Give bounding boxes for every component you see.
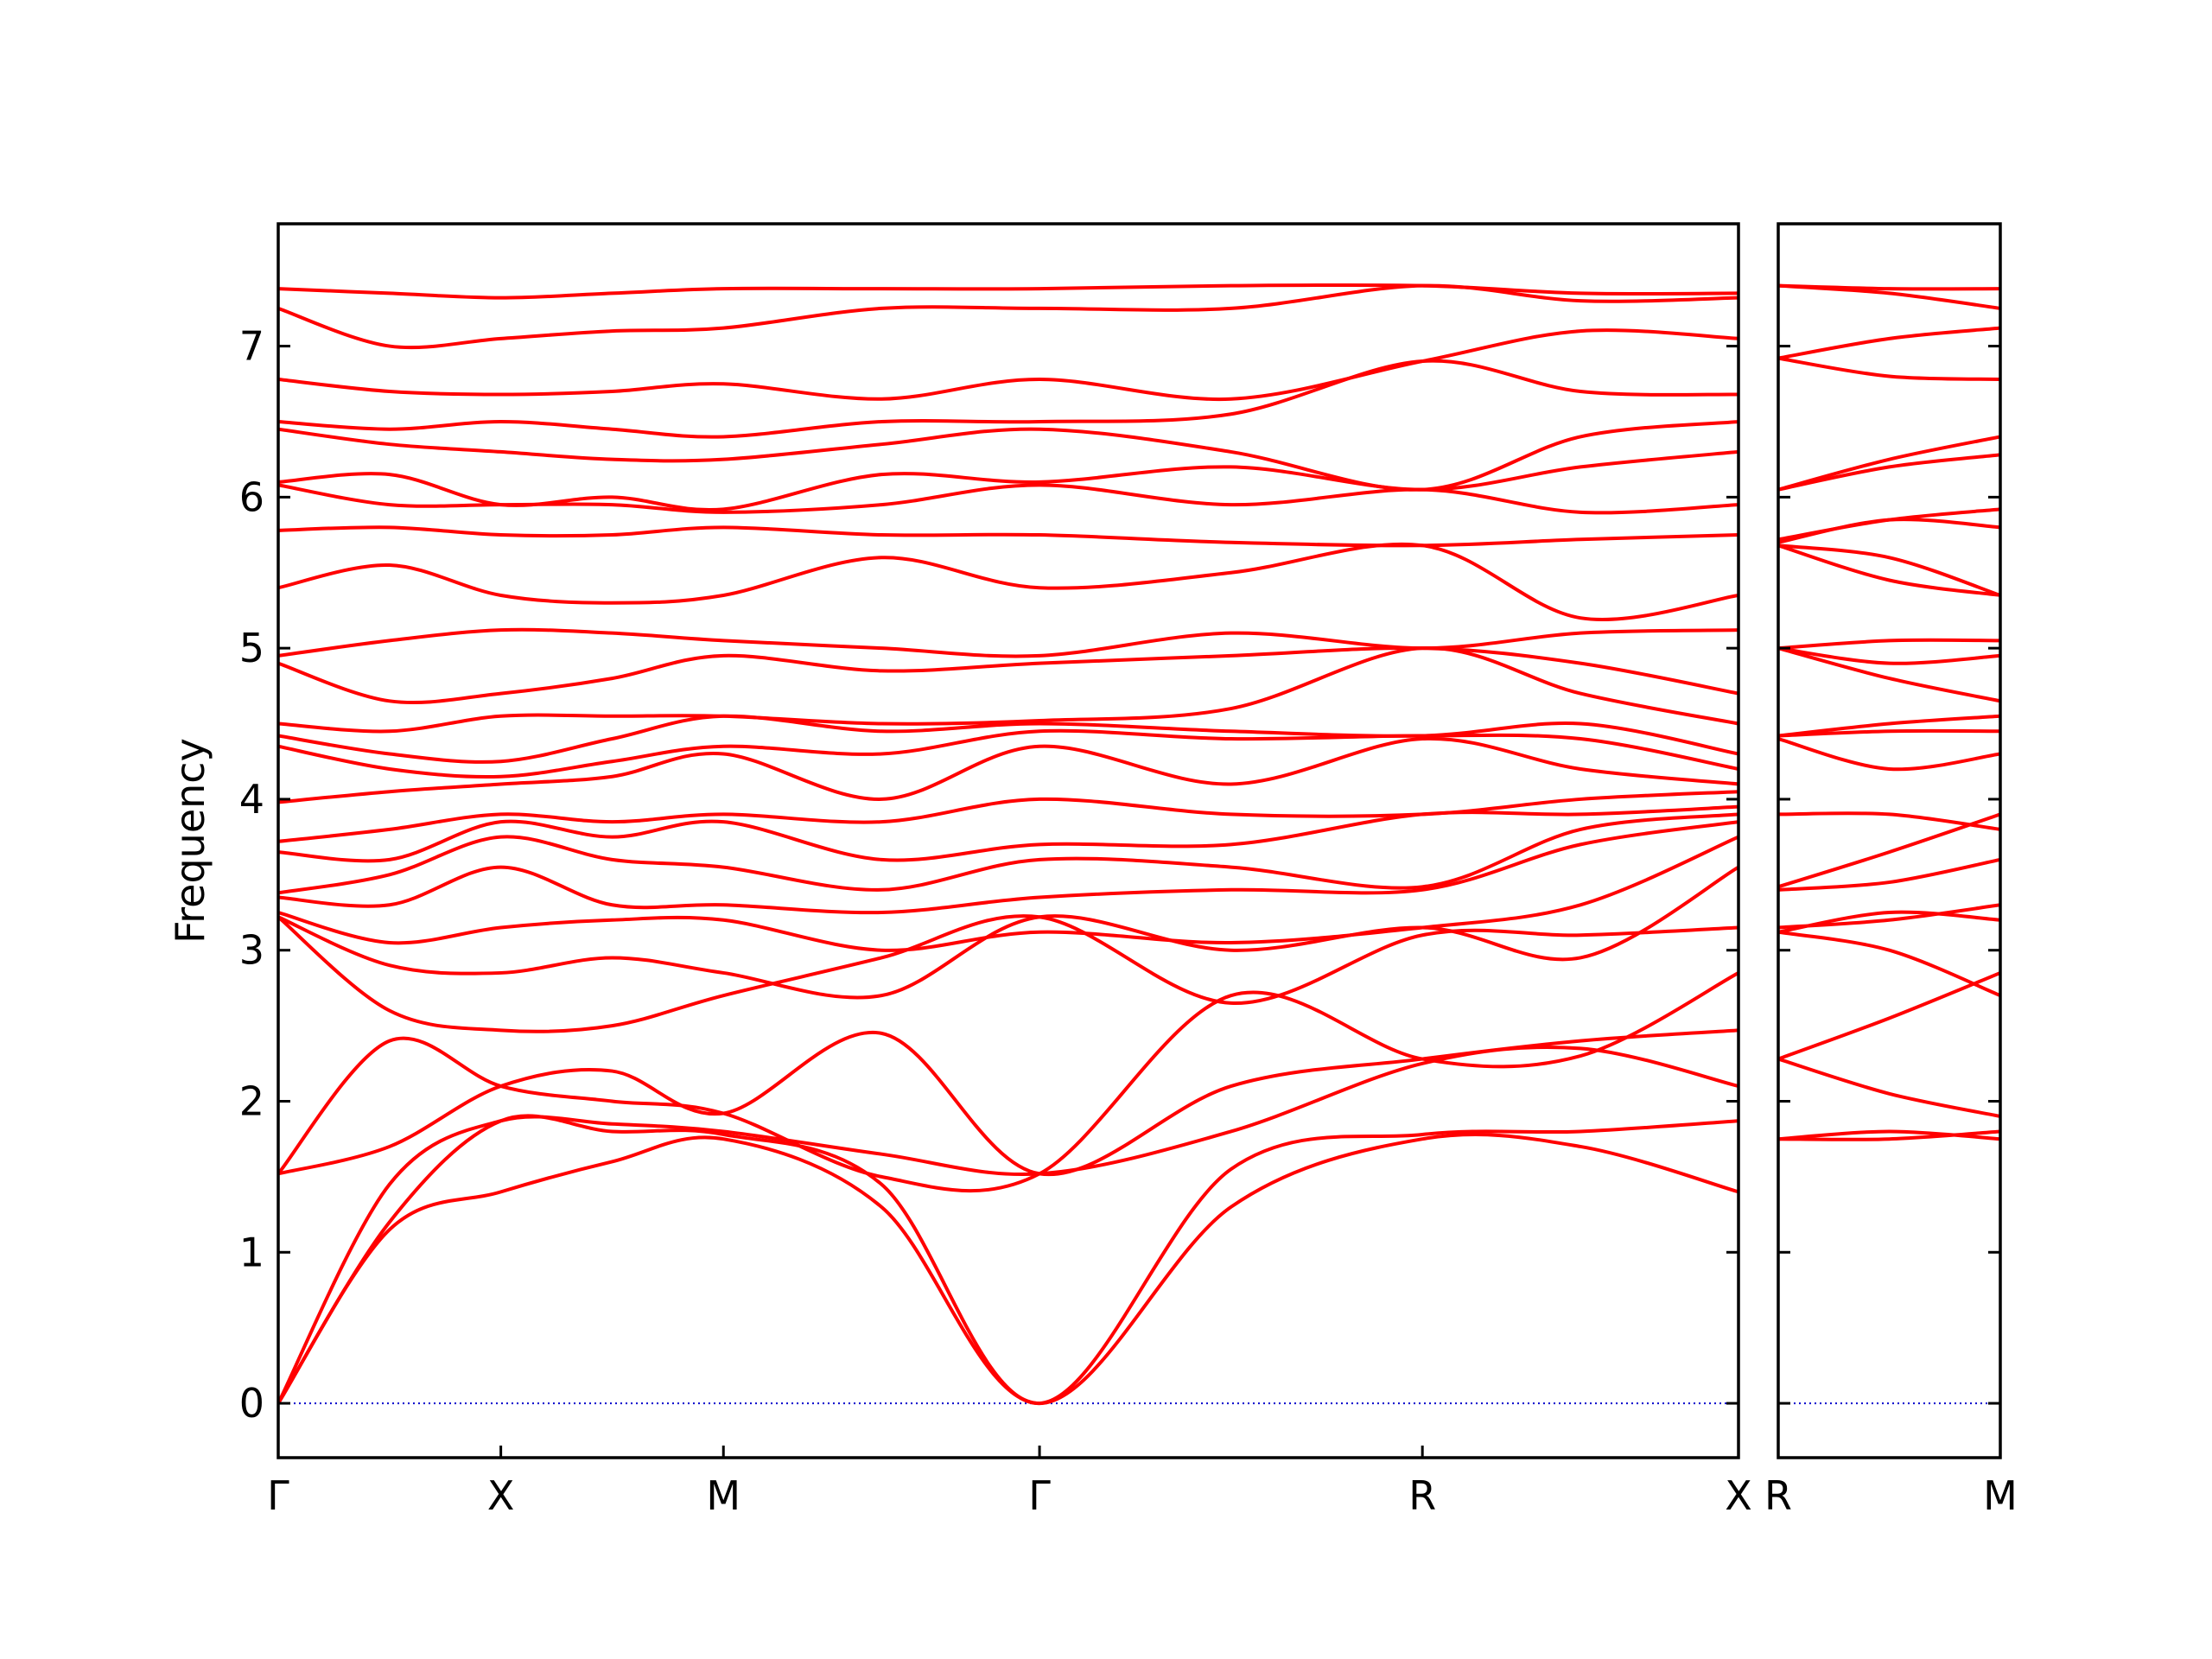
- band-line: [278, 804, 1738, 863]
- band-line: [278, 790, 1738, 843]
- band-line: [278, 1114, 1738, 1406]
- band-line: [278, 812, 1738, 895]
- band-line: [1778, 283, 2000, 291]
- band-line: [1778, 646, 2000, 703]
- band-line: [278, 820, 1738, 915]
- band-line: [1778, 326, 2000, 360]
- band-line: [1778, 543, 2000, 597]
- band-line: [278, 646, 1738, 734]
- band-line: [278, 525, 1738, 548]
- band-line: [1778, 811, 2000, 831]
- x-tick-label: X: [487, 1472, 515, 1519]
- x-tick-label: R: [1764, 1472, 1792, 1519]
- band-line: [278, 359, 1738, 439]
- y-tick-label: 7: [239, 323, 264, 370]
- band-line: [1778, 728, 2000, 738]
- band-line: [278, 971, 1738, 1193]
- band-line: [278, 736, 1738, 804]
- x-tick-label: M: [706, 1472, 741, 1519]
- y-tick-label: 0: [239, 1380, 264, 1427]
- band-line: [1778, 737, 2000, 772]
- band-line: [1778, 971, 2000, 1061]
- band-line: [1778, 1129, 2000, 1141]
- band-line: [278, 714, 1738, 764]
- band-line: [1778, 356, 2000, 382]
- band-line: [278, 328, 1738, 402]
- band-line: [1778, 812, 2000, 889]
- band-line: [278, 914, 1738, 1033]
- band-line: [1778, 435, 2000, 492]
- band-line: [1778, 1057, 2000, 1118]
- y-tick-label: 2: [239, 1078, 264, 1125]
- band-line: [1778, 543, 2000, 597]
- y-axis-label: Frequency: [167, 738, 213, 944]
- band-line: [278, 627, 1738, 658]
- y-tick-label: 6: [239, 474, 264, 520]
- band-line: [278, 283, 1738, 300]
- band-line: [1778, 507, 2000, 542]
- band-line: [1778, 638, 2000, 651]
- band-line: [1778, 857, 2000, 892]
- band-line: [278, 449, 1738, 512]
- x-tick-label: Γ: [1028, 1472, 1051, 1519]
- y-tick-label: 4: [239, 776, 264, 823]
- plot-area: [1778, 283, 2000, 1405]
- plot-area: [278, 283, 1738, 1406]
- band-line: [278, 483, 1738, 515]
- band-line: [278, 865, 1738, 1000]
- x-tick-label: Γ: [267, 1472, 289, 1519]
- band-line: [278, 419, 1738, 492]
- y-tick-label: 3: [239, 927, 264, 974]
- band-line: [1778, 930, 2000, 998]
- band-line: [278, 835, 1738, 952]
- y-tick-label: 5: [239, 625, 264, 671]
- x-tick-label: R: [1408, 1472, 1436, 1519]
- band-line: [278, 1045, 1738, 1404]
- band-line: [1778, 714, 2000, 738]
- axes-frame: [1777, 222, 2002, 1459]
- band-line: [1778, 518, 2000, 544]
- band-line: [278, 728, 1738, 779]
- x-tick-label: X: [1725, 1472, 1752, 1519]
- band-line: [1778, 646, 2000, 665]
- band-line: [1778, 1129, 2000, 1141]
- x-tick-label: M: [1983, 1472, 2018, 1519]
- band-line: [278, 542, 1738, 621]
- band-line: [278, 645, 1738, 705]
- band-line: [1778, 910, 2000, 934]
- band-line: [278, 1028, 1738, 1177]
- band-line: [278, 1133, 1738, 1406]
- band-line: [1778, 903, 2000, 930]
- axes-frame: [276, 222, 1740, 1459]
- y-tick-label: 1: [239, 1229, 264, 1275]
